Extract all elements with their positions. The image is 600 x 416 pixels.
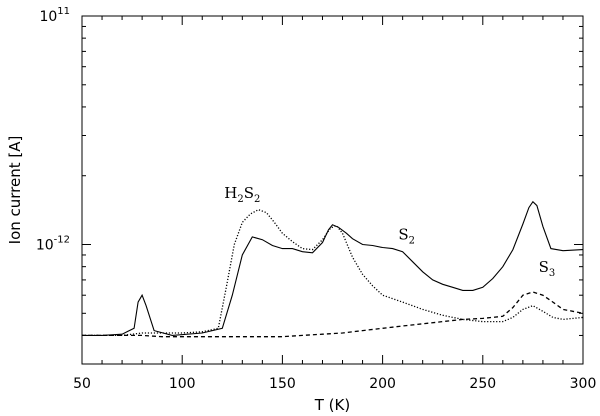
label-layer: 50 100 150 200 250 300 10-12 1011 H2S2 S2 S3 (36, 6, 597, 392)
annotation-h2s2: H2S2 (224, 184, 260, 205)
series-line-1 (82, 200, 584, 336)
series-line-2 (82, 208, 584, 337)
annotation-s2: S2 (398, 226, 415, 247)
x-tick-label: 300 (570, 376, 597, 392)
x-tick-label: 150 (269, 376, 296, 392)
x-tick-label: 200 (369, 376, 396, 392)
x-tick-label: 250 (469, 376, 496, 392)
tick-layer (81, 15, 584, 365)
x-tick-label: 50 (73, 376, 91, 392)
y-tick-label: 10-12 (36, 235, 70, 254)
series-layer (82, 200, 584, 338)
series-line-3 (82, 291, 584, 338)
x-tick-label: 100 (169, 376, 196, 392)
annotation-s3: S3 (539, 258, 556, 279)
plot-frame (81, 15, 584, 365)
y-tick-label: 1011 (39, 6, 70, 25)
x-axis-title: T (K) (314, 396, 350, 414)
y-axis-title: Ion current [A] (6, 136, 24, 245)
